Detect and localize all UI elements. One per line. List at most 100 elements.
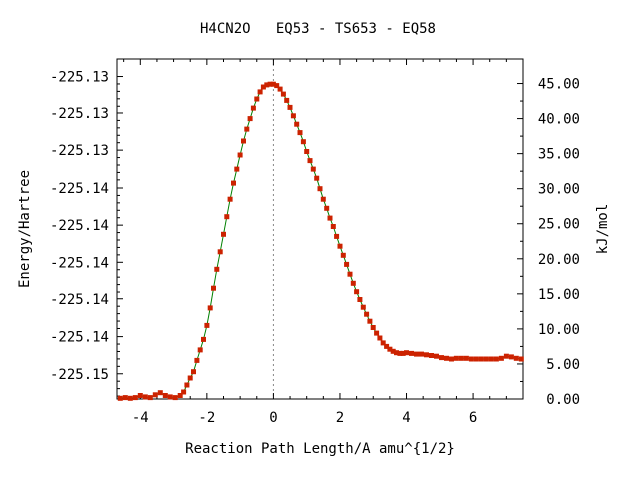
y2-tick-label: 30.00 (538, 182, 580, 198)
data-point (194, 357, 200, 363)
data-point (184, 382, 190, 388)
data-point (280, 91, 286, 97)
data-point (267, 81, 273, 87)
y-tick-label: -225.13 (50, 106, 109, 122)
y-tick-label: -225.13 (50, 143, 109, 159)
data-point (453, 355, 459, 361)
y-tick-label: -225.14 (50, 218, 109, 234)
data-point (257, 89, 263, 95)
data-point (162, 393, 168, 398)
data-point (434, 353, 439, 359)
data-point (327, 215, 333, 221)
data-point (224, 214, 230, 220)
data-point (513, 355, 519, 361)
data-point (400, 350, 406, 356)
data-point (250, 105, 256, 111)
data-point (317, 186, 323, 192)
y2-tick-label: 10.00 (538, 322, 580, 338)
data-point (284, 97, 290, 103)
data-point (340, 252, 346, 258)
x-axis-label: Reaction Path Length/A amu^{1/2} (185, 441, 455, 457)
y-tick-label: -225.14 (50, 292, 109, 308)
y2-tick-label: 25.00 (538, 217, 580, 233)
data-point (211, 285, 216, 291)
data-point (367, 318, 373, 324)
data-point (468, 356, 474, 362)
y-tick-label: -225.14 (50, 181, 109, 197)
data-point (117, 395, 123, 401)
data-point (320, 196, 326, 202)
y-left-ticks: -225.13 -225.13 -225.13 -225.14 -225.14 -225.… (50, 70, 123, 397)
data-point (207, 305, 213, 311)
y2-tick-label: 45.00 (538, 77, 580, 93)
data-point (297, 130, 303, 136)
data-point (439, 355, 444, 361)
data-point (387, 346, 393, 352)
data-point (498, 355, 504, 361)
data-point (241, 138, 246, 144)
data-point (334, 233, 340, 239)
data-point (429, 353, 434, 358)
data-point (354, 289, 360, 295)
data-point (290, 113, 296, 119)
y-tick-label: -225.14 (50, 330, 109, 346)
data-point (360, 304, 366, 310)
data-point (384, 343, 390, 349)
data-point (227, 196, 233, 202)
data-point (310, 166, 316, 172)
data-point (231, 180, 236, 186)
data-point (314, 175, 320, 181)
data-point (347, 271, 353, 277)
y2-tick-label: 0.00 (546, 392, 580, 408)
data-point (204, 322, 210, 328)
data-point (237, 152, 243, 158)
data-point (152, 392, 158, 398)
y-tick-label: -225.13 (50, 70, 109, 86)
data-point (414, 351, 419, 357)
y2-tick-label: 15.00 (538, 287, 580, 303)
data-point (191, 369, 196, 375)
data-point (307, 158, 313, 164)
data-point (214, 266, 220, 272)
data-point (503, 353, 509, 359)
data-point (357, 297, 363, 302)
data-point (147, 395, 153, 401)
data-point (260, 84, 266, 90)
series-markers (117, 81, 524, 401)
data-point (478, 356, 484, 362)
x-ticks: -4 -2 0 2 4 6 (123, 59, 524, 426)
data-point (350, 280, 356, 286)
data-point (142, 394, 148, 400)
data-point (127, 395, 133, 401)
x-tick-label: -2 (198, 410, 215, 426)
data-point (394, 350, 399, 356)
data-point (419, 351, 424, 357)
data-point (483, 356, 489, 362)
data-point (488, 356, 494, 362)
data-point (217, 249, 223, 255)
data-point (390, 348, 396, 354)
x-tick-label: 6 (469, 410, 477, 426)
data-point (234, 166, 240, 172)
data-point (304, 149, 310, 154)
data-point (344, 261, 350, 267)
data-point (404, 350, 409, 356)
y2-tick-label: 40.00 (538, 112, 580, 128)
data-point (264, 82, 270, 88)
data-point (449, 356, 454, 362)
data-point (132, 395, 138, 401)
data-point (277, 86, 283, 92)
data-point (508, 354, 514, 360)
y2-tick-label: 5.00 (546, 357, 580, 373)
data-point (377, 335, 383, 341)
data-point (172, 395, 178, 401)
data-point (137, 393, 143, 398)
y-axis-label: Energy/Hartree (17, 170, 33, 288)
data-point (473, 356, 479, 362)
data-point (409, 350, 414, 356)
chart-title: H4CN2O EQ53 - TS653 - EQ58 (200, 21, 436, 37)
data-point (370, 325, 376, 330)
data-point (518, 356, 524, 362)
data-point (254, 96, 260, 102)
y2-tick-label: 35.00 (538, 147, 580, 163)
